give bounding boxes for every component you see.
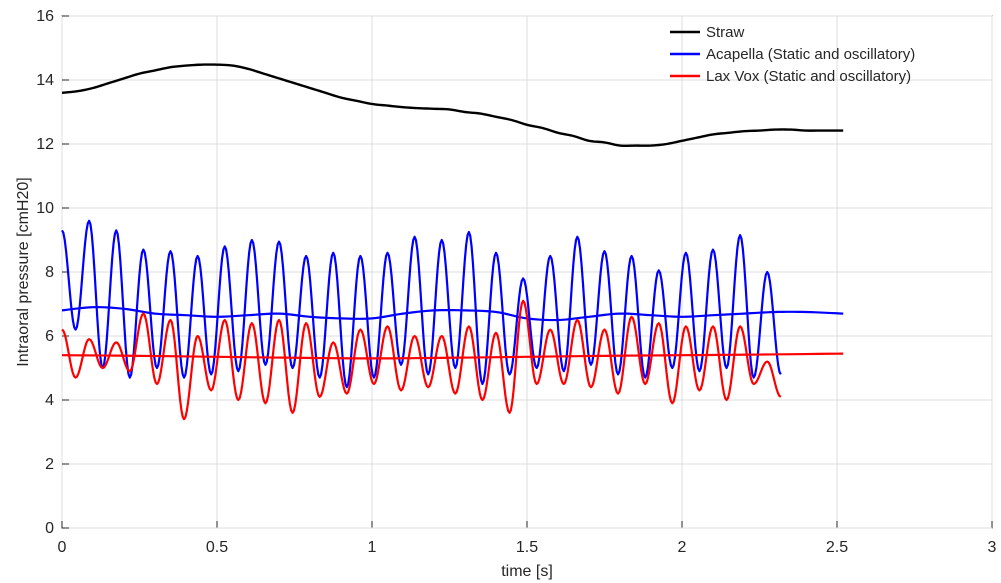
x-axis-label: time [s] [501, 563, 553, 580]
x-tick-label: 2.5 [826, 539, 848, 556]
legend-label: Straw [706, 24, 745, 41]
legend-label: Acapella (Static and oscillatory) [706, 46, 915, 63]
y-tick-label: 0 [45, 520, 54, 537]
y-tick-label: 10 [36, 200, 54, 217]
y-tick-label: 14 [36, 72, 54, 89]
y-tick-label: 8 [45, 264, 54, 281]
x-tick-label: 0 [58, 539, 67, 556]
x-tick-label: 1 [368, 539, 377, 556]
y-tick-label: 12 [36, 136, 54, 153]
y-tick-label: 2 [45, 456, 54, 473]
legend-label: Lax Vox (Static and oscillatory) [706, 68, 911, 85]
legend-item: Lax Vox (Static and oscillatory) [670, 68, 911, 85]
y-tick-label: 4 [45, 392, 54, 409]
y-tick-label: 6 [45, 328, 54, 345]
legend-item: Acapella (Static and oscillatory) [670, 46, 915, 63]
x-tick-label: 1.5 [516, 539, 538, 556]
x-tick-label: 0.5 [206, 539, 228, 556]
x-tick-label: 2 [678, 539, 687, 556]
x-tick-label: 3 [988, 539, 997, 556]
y-tick-label: 16 [36, 8, 54, 25]
y-axis-label: Intraoral pressure [cmH20] [15, 177, 32, 366]
